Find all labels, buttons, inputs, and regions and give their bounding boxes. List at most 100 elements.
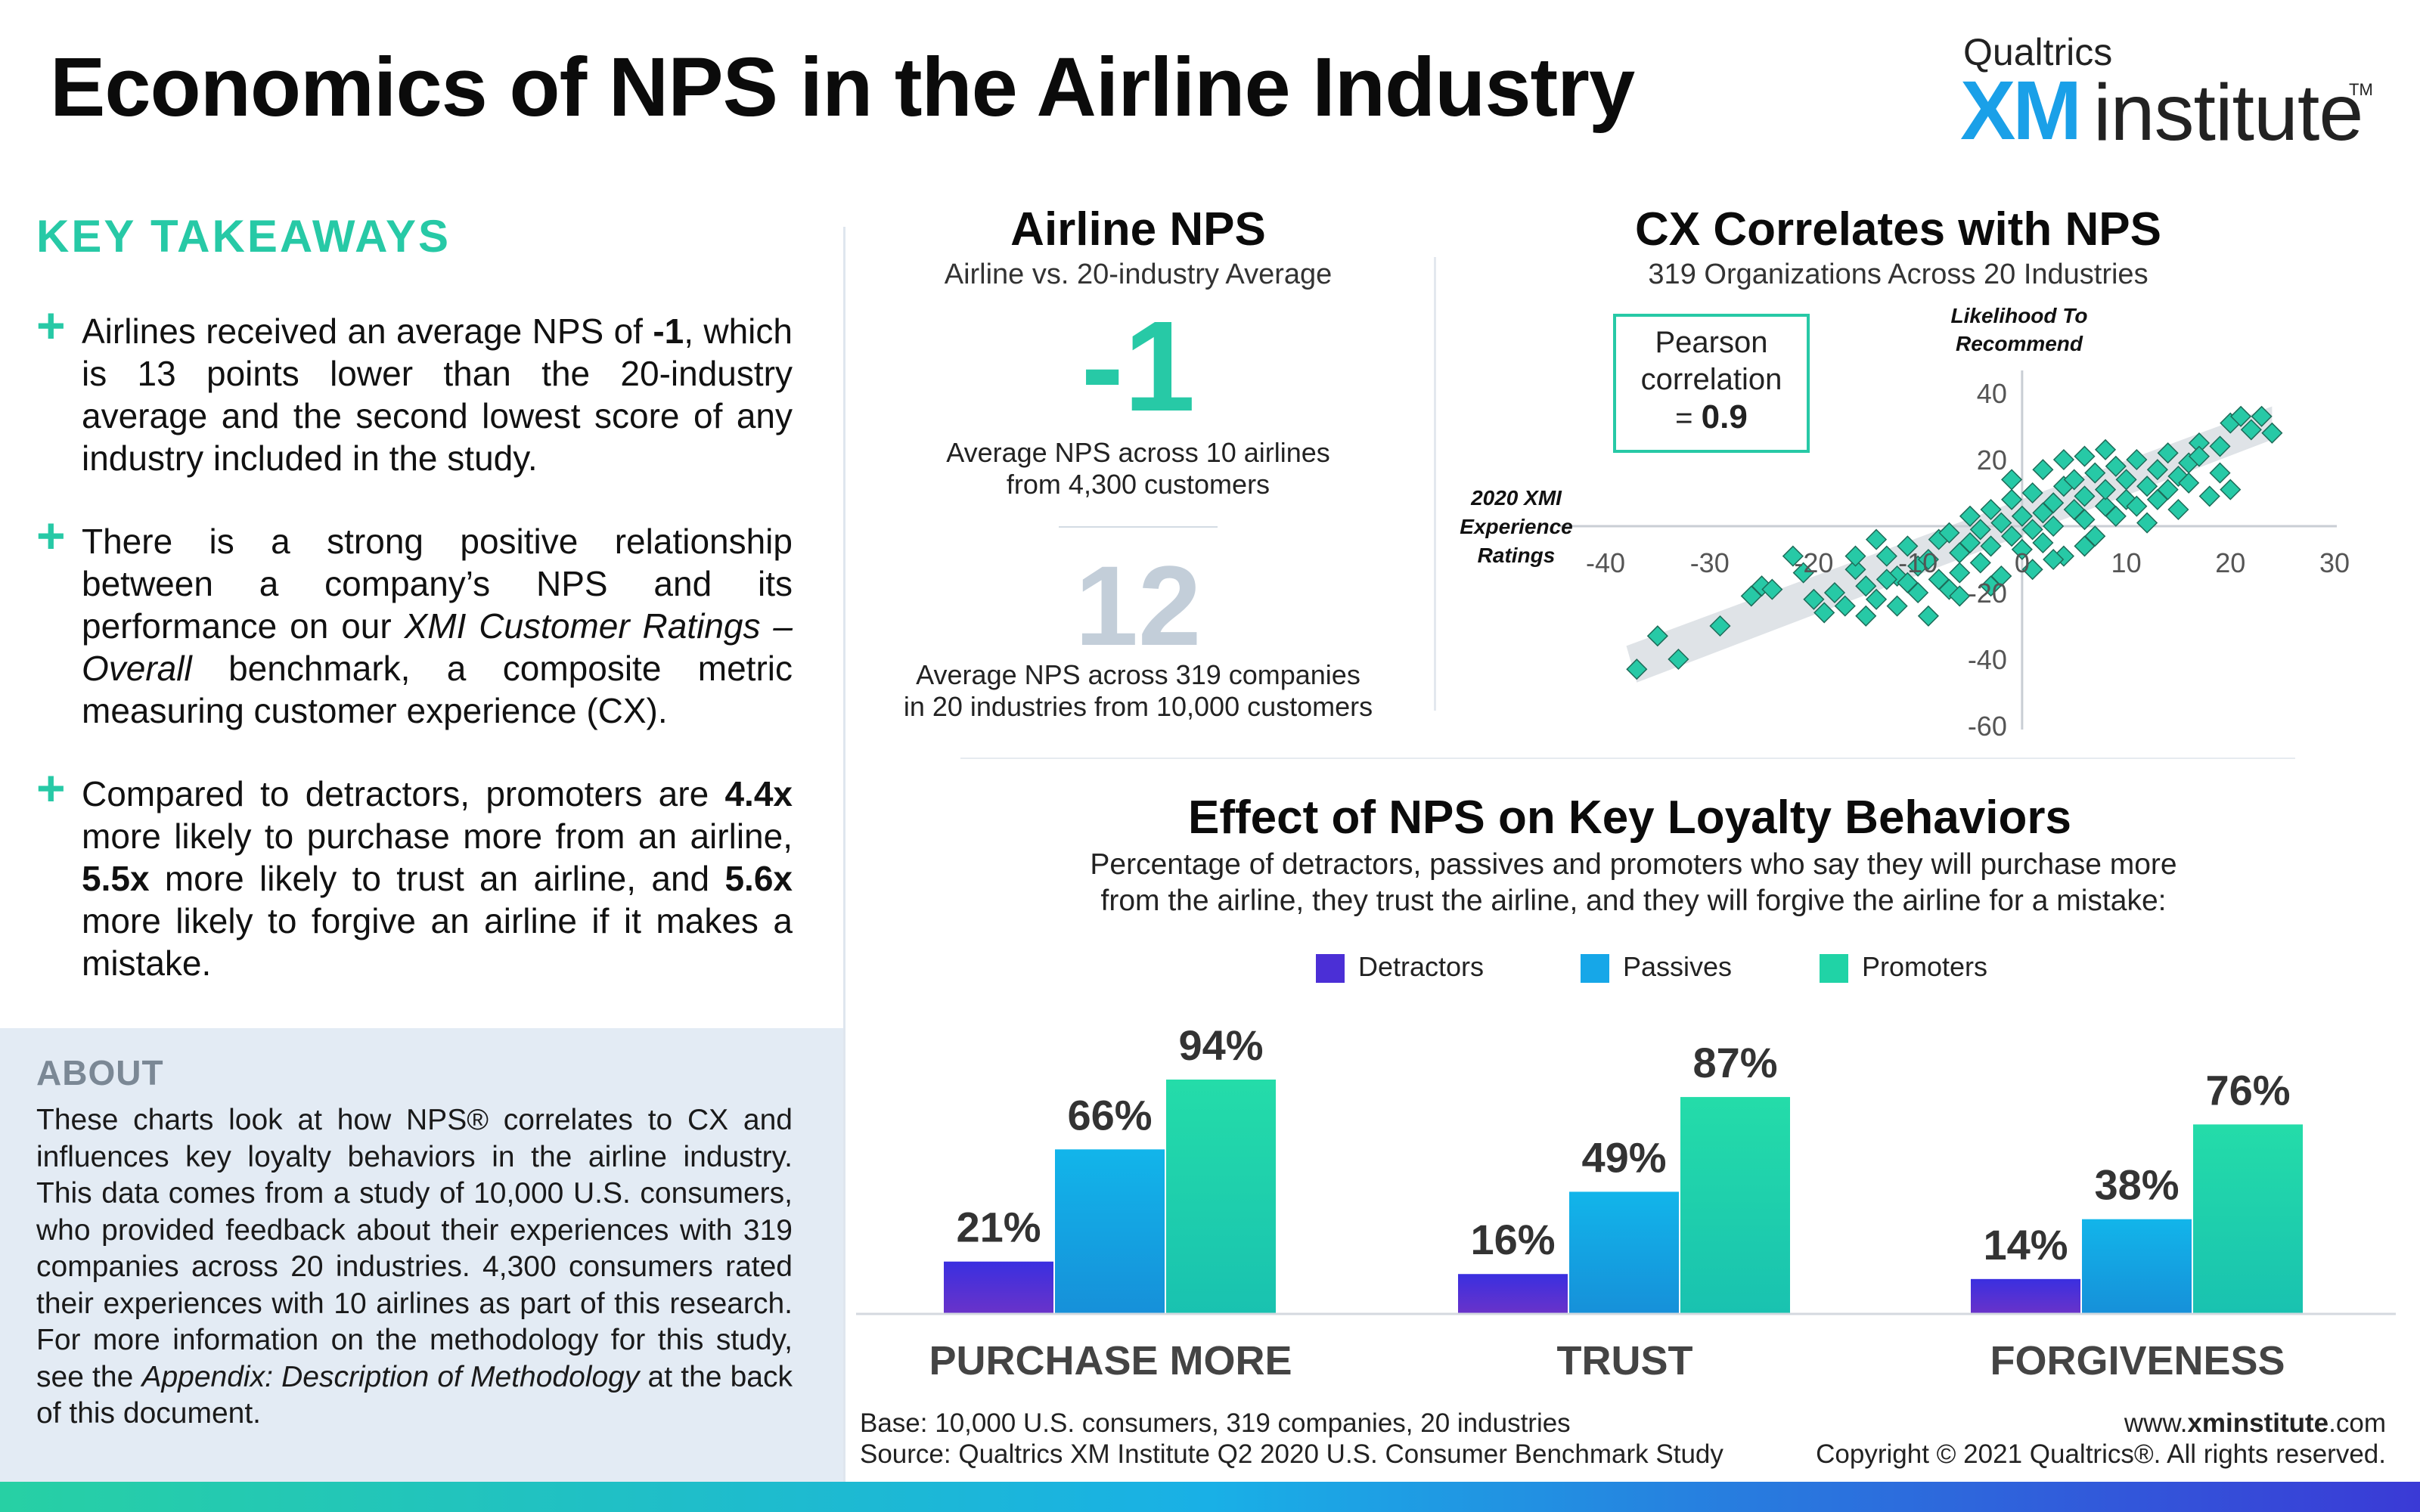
takeaway-item: + Airlines received an average NPS of -1…	[36, 300, 793, 479]
website-link[interactable]: www.xminstitute.com	[2124, 1408, 2386, 1438]
y-tick-label: -40	[1968, 644, 2007, 675]
scatter-point	[2136, 512, 2158, 534]
scatter-point	[1876, 545, 1897, 567]
bar-passives	[2082, 1219, 2192, 1314]
scatter-point	[1897, 535, 1919, 557]
scatter-point	[1646, 625, 1668, 647]
scatter-point	[2074, 445, 2096, 467]
takeaway-text: Airlines received an average NPS of -1, …	[82, 311, 793, 478]
scatter-point	[1792, 562, 1814, 584]
section-divider	[960, 758, 2295, 759]
scatter-point	[2146, 459, 2168, 481]
scatter-point	[2220, 479, 2242, 500]
scatter-point	[1917, 548, 1939, 571]
scatter-point	[2032, 531, 2054, 554]
bar-detractors	[1458, 1274, 1568, 1314]
legend-label: Promoters	[1862, 951, 1988, 982]
scatter-point	[2126, 495, 2148, 517]
scatter-point	[1980, 535, 2002, 557]
bar-promoters	[1680, 1097, 1790, 1314]
legend-swatch	[1581, 954, 1609, 983]
airline-nps-value: -1	[1081, 295, 1196, 438]
scatter-point	[1886, 595, 1908, 617]
x-tick-label: 20	[2215, 547, 2245, 578]
scatter-point	[2178, 472, 2200, 494]
scatter-point	[2105, 455, 2127, 477]
airline-nps-title: Airline NPS	[1010, 203, 1266, 256]
scatter-point	[1959, 505, 1981, 527]
y-axis-title: Likelihood To Recommend	[1951, 304, 2088, 355]
scatter-point	[1897, 572, 1919, 593]
takeaways-heading: KEY TAKEAWAYS	[36, 211, 451, 262]
scatter-point	[1855, 575, 1877, 597]
scatter-point	[2251, 405, 2273, 427]
x-tick-label: 0	[2015, 547, 2030, 578]
bar-value-label: 38%	[2094, 1161, 2179, 1209]
scatter-point	[1980, 498, 2002, 521]
pearson-correlation-box: Pearson correlation = 0.9	[1613, 314, 1810, 453]
scatter-point	[1782, 545, 1804, 567]
industry-average-nps-value: 12	[1075, 542, 1202, 669]
legend-swatch	[1316, 954, 1345, 983]
scatter-point	[2209, 462, 2231, 484]
scatter-point	[2074, 485, 2096, 507]
page-title: Economics of NPS in the Airline Industry	[50, 41, 1635, 134]
y-tick-label: -20	[1968, 578, 2007, 609]
scatter-point	[2105, 505, 2127, 527]
loyalty-bar-chart: 21% 66% 94% PURCHASE MORE 16% 49% 87% TRUST 14% 3…	[856, 1021, 2396, 1383]
scatter-point	[1969, 552, 1991, 574]
about-heading: ABOUT	[36, 1053, 164, 1092]
trend-band	[1626, 406, 2273, 683]
scatter-point	[2261, 422, 2283, 444]
takeaway-item: + There is a strong positive relationshi…	[36, 510, 793, 732]
scatter-point	[2167, 498, 2189, 521]
scatter-point	[2001, 488, 2023, 510]
scatter-point	[2240, 419, 2262, 441]
takeaway-text: Compared to detractors, promoters are 4.…	[82, 774, 793, 983]
scatter-point	[2063, 469, 2085, 491]
scatter-point	[1834, 595, 1856, 617]
x-axis-title: 2020 XMI Experience Ratings	[1460, 486, 1572, 567]
legend-label: Passives	[1623, 951, 1733, 982]
scatter-point	[1855, 605, 1877, 627]
about-panel	[0, 1028, 843, 1482]
x-tick-label: 30	[2319, 547, 2350, 578]
scatter-point	[2052, 448, 2075, 471]
scatter-point	[1844, 545, 1866, 567]
y-tick-label: -60	[1968, 711, 2007, 742]
bar-value-label: 21%	[956, 1204, 1041, 1251]
bottom-gradient-band	[0, 1482, 2420, 1512]
scatter-point	[2136, 476, 2158, 497]
base-note: Base: 10,000 U.S. consumers, 319 compani…	[860, 1408, 1571, 1438]
copyright-note: Copyright © 2021 Qualtrics®. All rights …	[1816, 1439, 2386, 1469]
scatter-point	[2043, 548, 2065, 571]
x-tick-label: -40	[1586, 547, 1625, 578]
bar-value-label: 94%	[1178, 1021, 1263, 1069]
category-label: TRUST	[1557, 1338, 1693, 1383]
column-divider	[843, 227, 845, 1482]
scatter-point	[1949, 562, 1971, 584]
logo-institute: institute	[2093, 68, 2363, 157]
scatter-point	[1959, 531, 1981, 554]
bar-promoters	[2193, 1124, 2303, 1314]
loyalty-chart-subtitle: Percentage of detractors, passives and p…	[1090, 848, 2177, 917]
scatter-point	[2043, 515, 2065, 538]
bar-value-label: 49%	[1581, 1133, 1666, 1181]
airline-nps-subtitle: Airline vs. 20-industry Average	[944, 259, 1333, 290]
section-divider-vertical	[1434, 257, 1436, 711]
scatter-point	[1865, 588, 1888, 610]
scatter-point	[2126, 448, 2148, 471]
y-tick-label: 40	[1977, 378, 2007, 409]
scatter-point	[2094, 479, 2117, 500]
scatter-point	[1949, 585, 1971, 607]
industry-average-caption: Average NPS across 319 companies in 20 in…	[903, 659, 1373, 722]
x-tick-label: 10	[2111, 547, 2142, 578]
scatter-point	[2229, 405, 2252, 427]
scatter-point	[1813, 602, 1835, 624]
x-tick-label: -30	[1690, 547, 1730, 578]
scatter-point	[1917, 605, 1939, 627]
scatter-point	[2001, 525, 2023, 547]
bar-passives	[1055, 1149, 1165, 1314]
bar-value-label: 66%	[1067, 1091, 1152, 1139]
bar-value-label: 76%	[2205, 1066, 2290, 1114]
